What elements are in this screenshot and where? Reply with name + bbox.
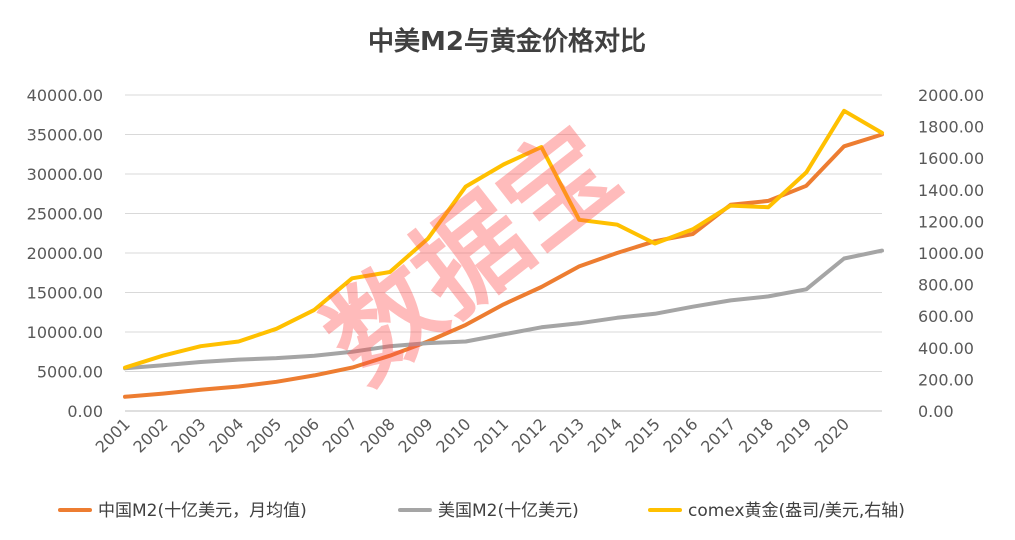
x-tick-label: 2005 <box>243 414 285 456</box>
x-tick-label: 2010 <box>432 414 474 456</box>
legend: 中国M2(十亿美元，月均值) 美国M2(十亿美元) comex黄金(盎司/美元,右轴… <box>58 501 905 521</box>
x-tick-label: 2015 <box>622 414 664 456</box>
right-tick-label: 600.00 <box>918 307 974 326</box>
x-tick-label: 2018 <box>735 414 777 456</box>
left-tick-label: 0.00 <box>67 402 103 421</box>
series-lines <box>123 108 884 399</box>
x-tick-label: 2009 <box>394 414 436 456</box>
x-tick-label: 2016 <box>659 414 701 456</box>
x-tick-label: 2017 <box>697 414 739 456</box>
x-tick-label: 2003 <box>167 414 209 456</box>
watermark-text: 数据宝 <box>302 103 641 407</box>
gridlines <box>125 94 882 412</box>
right-tick-label: 2000.00 <box>918 86 984 105</box>
series-line <box>123 132 884 399</box>
right-tick-label: 400.00 <box>918 339 974 358</box>
left-tick-label: 25000.00 <box>27 205 103 224</box>
left-tick-label: 5000.00 <box>37 363 103 382</box>
series-line <box>123 248 884 371</box>
left-tick-label: 35000.00 <box>27 126 103 145</box>
legend-label: 美国M2(十亿美元) <box>438 501 579 521</box>
left-tick-label: 20000.00 <box>27 244 103 263</box>
right-tick-label: 1800.00 <box>918 118 984 137</box>
x-tick-label: 2011 <box>470 414 512 456</box>
right-y-axis: 0.00 200.00 400.00 600.00 800.00 1000.00 1200.… <box>918 86 984 421</box>
right-tick-label: 1000.00 <box>918 244 984 263</box>
right-tick-label: 1600.00 <box>918 149 984 168</box>
x-tick-label: 2008 <box>357 414 399 456</box>
x-tick-label: 2002 <box>129 414 171 456</box>
x-tick-label: 2012 <box>508 414 550 456</box>
x-tick-label: 2004 <box>205 414 247 456</box>
x-tick-label: 2013 <box>546 414 588 456</box>
right-tick-label: 800.00 <box>918 276 974 295</box>
legend-label: comex黄金(盎司/美元,右轴) <box>688 501 905 521</box>
x-tick-label: 2006 <box>281 414 323 456</box>
left-y-axis: 0.00 5000.00 10000.00 15000.00 20000.00 25000… <box>27 86 103 421</box>
left-tick-label: 10000.00 <box>27 323 103 342</box>
x-tick-label: 2007 <box>319 414 361 456</box>
right-tick-label: 1400.00 <box>918 181 984 200</box>
left-tick-label: 15000.00 <box>27 284 103 303</box>
chart-title: 中美M2与黄金价格对比 <box>368 26 646 57</box>
x-axis: 2001200220032004200520062007200820092010… <box>92 414 853 456</box>
left-tick-label: 30000.00 <box>27 165 103 184</box>
right-tick-label: 0.00 <box>918 402 954 421</box>
left-tick-label: 40000.00 <box>27 86 103 105</box>
series-line <box>123 108 884 370</box>
x-tick-label: 2014 <box>584 414 626 456</box>
x-tick-label: 2020 <box>811 414 853 456</box>
x-tick-label: 2019 <box>773 414 815 456</box>
legend-label: 中国M2(十亿美元，月均值) <box>98 501 307 521</box>
right-tick-label: 1200.00 <box>918 212 984 231</box>
right-tick-label: 200.00 <box>918 370 974 389</box>
